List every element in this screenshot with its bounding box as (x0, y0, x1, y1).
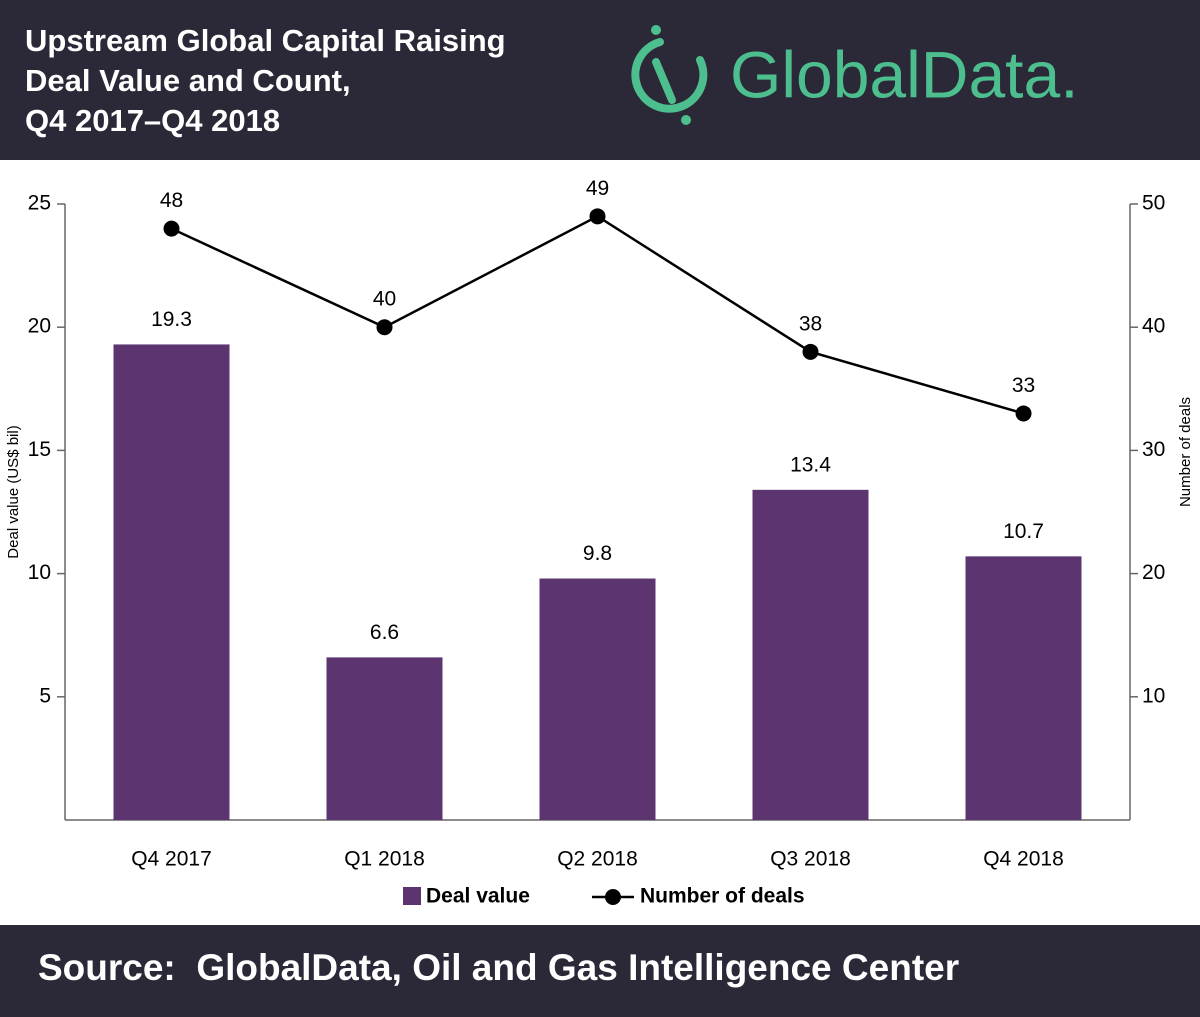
y2-tick-label: 20 (1142, 561, 1165, 584)
chart-title: Q4 2017–Q4 2018 (25, 103, 280, 138)
y2-tick-label: 30 (1142, 438, 1165, 461)
chart-title: Upstream Global Capital Raising (25, 23, 506, 58)
x-tick-label: Q3 2018 (770, 848, 851, 871)
data-label: 10.7 (1003, 520, 1044, 543)
y-tick-label: 20 (28, 315, 51, 338)
x-tick-label: Q2 2018 (557, 848, 638, 871)
bar (539, 578, 656, 820)
y-tick-label: 25 (28, 192, 51, 215)
x-tick-label: Q1 2018 (344, 848, 425, 871)
legend-label: Number of deals (640, 885, 805, 908)
y-axis-label: Deal value (US$ bil) (5, 425, 22, 558)
data-label: 38 (799, 312, 822, 335)
y-tick-label: 5 (39, 684, 51, 707)
chart-title: Deal Value and Count, (25, 63, 351, 98)
line-point (1015, 405, 1032, 422)
footer-bar (0, 925, 1200, 1017)
x-tick-label: Q4 2017 (131, 848, 212, 871)
data-label: 49 (586, 177, 609, 200)
bar (752, 489, 869, 820)
data-label: 48 (160, 189, 183, 212)
data-label: 6.6 (370, 621, 399, 644)
line (170, 214, 1024, 415)
data-label: 19.3 (151, 308, 192, 331)
legend-swatch (403, 887, 421, 905)
y2-tick-label: 10 (1142, 684, 1165, 707)
bar (326, 657, 443, 820)
line-point (589, 208, 606, 225)
line-point (376, 319, 393, 336)
y2-axis-label: Number of deals (1177, 397, 1194, 507)
line-point (802, 343, 819, 360)
y-tick-label: 15 (28, 438, 51, 461)
logo-icon (631, 25, 708, 125)
bar (113, 344, 230, 820)
header-bar (0, 0, 1200, 160)
data-label: 13.4 (790, 453, 831, 476)
data-label: 9.8 (583, 542, 612, 565)
legend-swatch (605, 889, 621, 905)
logo-text: GlobalData. (730, 37, 1079, 111)
y2-tick-label: 40 (1142, 315, 1165, 338)
y2-tick-label: 50 (1142, 192, 1165, 215)
source-note: Source: GlobalData, Oil and Gas Intellig… (38, 947, 959, 988)
x-tick-label: Q4 2018 (983, 848, 1064, 871)
line-point (163, 220, 180, 237)
data-label: 40 (373, 288, 396, 311)
bar (965, 556, 1082, 820)
legend-label: Deal value (426, 885, 530, 908)
y-tick-label: 10 (28, 561, 51, 584)
data-label: 33 (1012, 374, 1035, 397)
